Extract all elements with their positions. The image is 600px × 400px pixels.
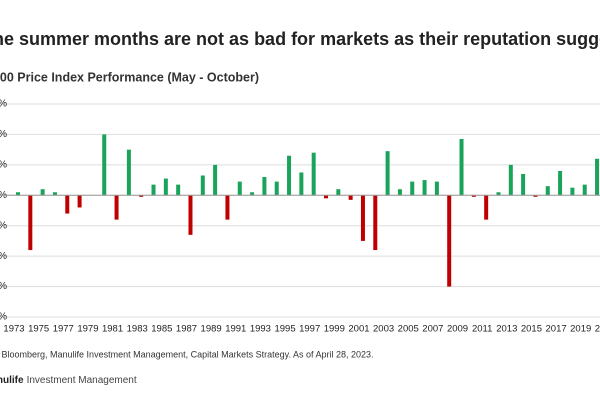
bar xyxy=(139,195,144,197)
bar xyxy=(545,186,550,196)
x-tick-label: 1983 xyxy=(127,324,148,335)
x-tick-label: 2019 xyxy=(570,324,591,335)
bar xyxy=(434,181,439,196)
x-tick-label: 2009 xyxy=(447,324,468,335)
brand-tail: Investment Management xyxy=(27,375,137,386)
bar xyxy=(324,195,328,199)
x-tick-label: 1973 xyxy=(3,324,24,335)
bar xyxy=(114,195,119,220)
bar xyxy=(40,189,45,196)
x-tick-label: 2007 xyxy=(422,324,443,335)
bar xyxy=(250,192,255,196)
x-tick-label: 2017 xyxy=(546,324,567,335)
bar xyxy=(77,195,82,208)
bar xyxy=(213,164,218,196)
bar xyxy=(496,192,501,196)
bar xyxy=(459,138,464,196)
y-tick-label: 10% xyxy=(0,159,7,170)
y-tick-label: 30% xyxy=(0,99,7,110)
x-tick-label: 2003 xyxy=(373,324,394,335)
bar xyxy=(176,184,181,196)
x-tick-label: 1993 xyxy=(250,324,271,335)
bar xyxy=(262,177,267,196)
x-tick-label: 1979 xyxy=(77,324,98,335)
x-tick-label: 1977 xyxy=(53,324,74,335)
bar xyxy=(508,164,513,196)
y-tick-label: -20% xyxy=(0,251,7,262)
x-tick-label: 1995 xyxy=(274,324,295,335)
bar xyxy=(311,152,316,196)
bar xyxy=(558,170,563,196)
x-tick-label: 2015 xyxy=(521,324,542,335)
bar xyxy=(52,192,57,196)
bar xyxy=(287,155,292,196)
bar xyxy=(102,134,107,196)
x-tick-label: 2013 xyxy=(496,324,517,335)
bar xyxy=(225,195,230,220)
bar xyxy=(151,184,156,196)
bar xyxy=(471,195,476,197)
y-tick-label: -10% xyxy=(0,220,7,231)
bar xyxy=(385,151,390,196)
bar xyxy=(484,195,489,220)
y-tick-label: -30% xyxy=(0,281,7,292)
x-tick-label: 1989 xyxy=(201,324,222,335)
x-tick-label: 1975 xyxy=(28,324,49,335)
x-tick-label: 2021 xyxy=(595,324,600,335)
x-tick-label: 1985 xyxy=(151,324,172,335)
bar xyxy=(163,178,168,196)
x-tick-label: 1999 xyxy=(324,324,345,335)
bar xyxy=(348,195,353,200)
x-tick-label: 1991 xyxy=(225,324,246,335)
x-tick-label: 1981 xyxy=(102,324,123,335)
bar xyxy=(188,195,193,235)
bar xyxy=(533,195,538,197)
y-tick-label: -40% xyxy=(0,312,7,323)
bar xyxy=(422,180,427,196)
x-tick-label: 2005 xyxy=(398,324,419,335)
bar xyxy=(28,195,33,251)
bar xyxy=(65,195,70,214)
chart-subtitle: S&P 500 Price Index Performance (May - O… xyxy=(0,70,259,84)
bar xyxy=(299,172,304,196)
bar xyxy=(336,189,341,196)
brand-name: Manulife xyxy=(0,375,24,386)
bar xyxy=(360,195,365,241)
y-tick-label: 20% xyxy=(0,129,7,140)
bar xyxy=(274,181,279,196)
source-note: Source: Bloomberg, Manulife Investment M… xyxy=(0,349,374,359)
bar xyxy=(570,187,575,196)
x-tick-label: 1987 xyxy=(176,324,197,335)
bar xyxy=(237,181,242,196)
bar xyxy=(200,175,205,196)
bar xyxy=(595,158,600,196)
bar xyxy=(373,195,378,251)
bar xyxy=(521,173,526,196)
bar xyxy=(16,192,20,196)
x-tick-label: 2001 xyxy=(348,324,369,335)
bar xyxy=(397,189,402,196)
bar xyxy=(582,184,587,196)
x-tick-label: 1997 xyxy=(299,324,320,335)
chart-title: The summer months are not as bad for mar… xyxy=(0,29,600,49)
x-tick-label: 2011 xyxy=(472,324,492,335)
bar xyxy=(410,181,415,196)
bar xyxy=(126,149,131,196)
bar xyxy=(447,195,452,287)
